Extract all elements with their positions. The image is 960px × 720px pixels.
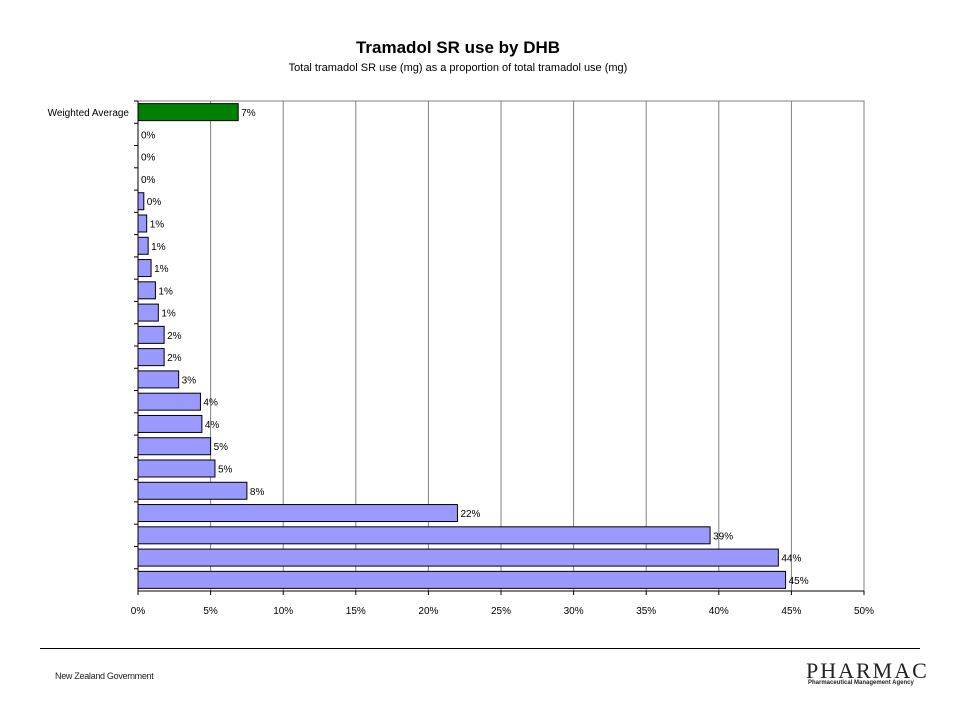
data-label: 1% (154, 264, 169, 275)
bar-chart: 7%0%0%0%0%1%1%1%1%1%2%2%3%4%4%5%5%8%22%3… (48, 100, 874, 617)
footer-divider (40, 648, 920, 649)
bar (137, 437, 212, 456)
bar (137, 236, 149, 255)
data-label: 8% (250, 487, 265, 498)
bar (137, 414, 203, 433)
data-label: 22% (460, 509, 480, 520)
x-tick-label: 50% (854, 606, 874, 617)
bar (137, 504, 458, 523)
data-label: 5% (218, 465, 233, 476)
pharmac-logo: PHARMAC (806, 658, 929, 683)
data-label: 1% (151, 242, 166, 253)
data-label: 2% (167, 353, 182, 364)
category-label: Weighted Average (48, 108, 130, 119)
data-label: 44% (781, 554, 801, 565)
data-label: 2% (167, 331, 182, 342)
x-tick-label: 35% (636, 606, 656, 617)
data-label: 1% (150, 220, 165, 231)
bar (137, 570, 787, 589)
bars (137, 103, 787, 589)
x-tick-label: 25% (491, 606, 511, 617)
data-labels: 7%0%0%0%0%1%1%1%1%1%2%2%3%4%4%5%5%8%22%3… (141, 108, 809, 587)
x-tick-label: 5% (203, 606, 218, 617)
chart-subtitle: Total tramadol SR use (mg) as a proporti… (288, 62, 628, 74)
bar (137, 259, 152, 278)
data-label: 3% (182, 375, 197, 386)
bar (137, 214, 148, 233)
chart-title: Tramadol SR use by DHB (355, 38, 561, 57)
data-label: 7% (241, 108, 256, 119)
bar (137, 303, 159, 322)
bar (137, 325, 165, 344)
data-label: 5% (214, 442, 229, 453)
bar (137, 103, 239, 122)
x-tick-label: 20% (418, 606, 438, 617)
axes: 0% 5% 10% 15% 20% 25% 30% 35% 40% 45% 50% Weighted … (48, 100, 874, 617)
bar (137, 281, 156, 300)
nz-government-logo: New Zealand Government (55, 671, 154, 681)
data-label: 4% (205, 420, 220, 431)
x-tick-label: 15% (346, 606, 366, 617)
data-label: 39% (713, 531, 733, 542)
bar (137, 392, 201, 411)
data-label: 0% (147, 197, 162, 208)
bar (137, 459, 216, 478)
data-label: 0% (141, 153, 156, 164)
pharmac-tagline: Pharmaceutical Management Agency (808, 680, 914, 686)
bar (137, 192, 145, 211)
data-label: 4% (203, 398, 218, 409)
x-tick-label: 0% (131, 606, 146, 617)
data-label: 0% (141, 175, 156, 186)
bar (137, 348, 165, 367)
bar (137, 481, 248, 500)
x-tick-label: 40% (709, 606, 729, 617)
data-label: 0% (141, 130, 156, 141)
data-label: 1% (161, 309, 176, 320)
x-tick-label: 30% (564, 606, 584, 617)
data-label: 45% (789, 576, 809, 587)
bar (137, 370, 180, 389)
x-tick-label: 10% (273, 606, 293, 617)
bar (137, 526, 711, 545)
x-tick-label: 45% (781, 606, 801, 617)
bar (137, 548, 779, 567)
data-label: 1% (158, 286, 173, 297)
